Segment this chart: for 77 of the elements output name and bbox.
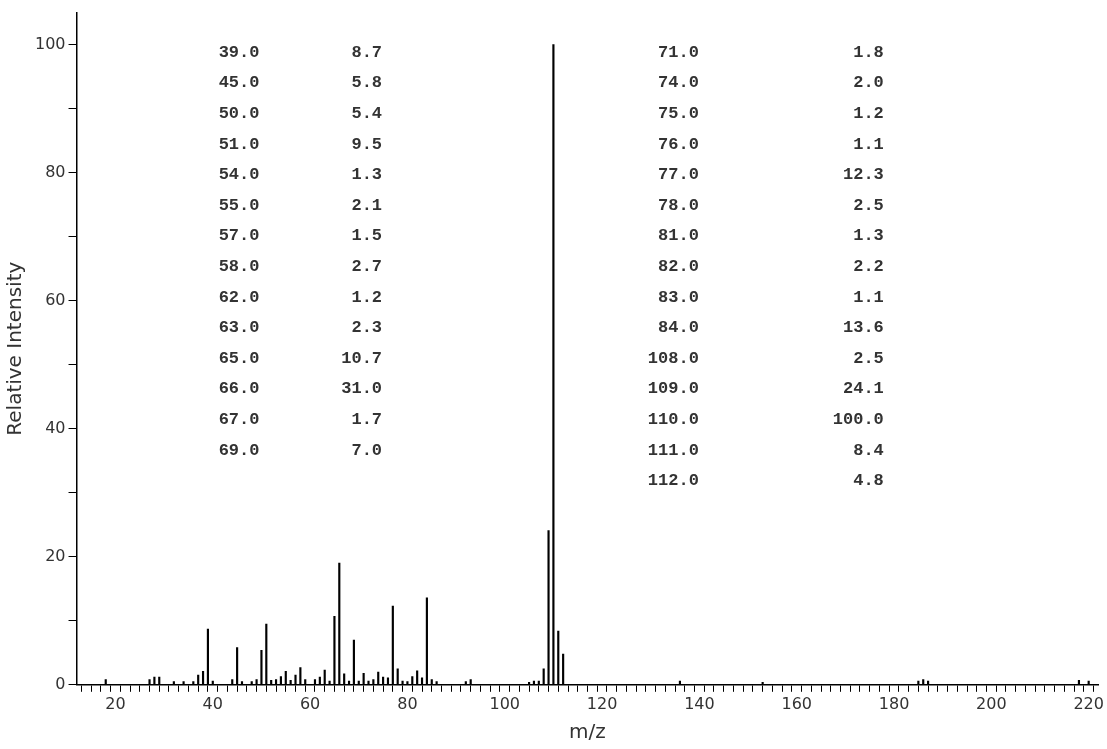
annotation: 57.0: [218, 226, 260, 246]
x-tick-label: 160: [781, 693, 812, 713]
x-axis-title: m/z: [569, 719, 606, 744]
annotation: 5.4: [351, 104, 383, 124]
y-tick-label: 100: [34, 33, 66, 53]
x-tick-label: 40: [202, 693, 223, 713]
y-tick-label: 80: [45, 161, 66, 181]
annotation: 108.0: [647, 348, 699, 368]
annotation: 75.0: [658, 104, 699, 124]
y-tick-label: 60: [45, 289, 66, 309]
annotation: 55.0: [218, 195, 260, 215]
x-tick-label: 100: [489, 693, 521, 713]
annotation: 109.0: [647, 379, 699, 399]
annotation: 39.0: [218, 42, 260, 62]
x-tick-label: 60: [299, 693, 321, 713]
x-tick-label: 200: [976, 693, 1007, 713]
y-tick-label: 0: [55, 673, 66, 693]
annotation: 112.0: [647, 471, 699, 491]
annotation: 7.0: [351, 440, 383, 460]
annotation: 1.7: [351, 410, 383, 430]
annotation: 1.2: [351, 287, 383, 307]
x-tick-label: 180: [878, 693, 910, 713]
annotation: 76.0: [658, 134, 699, 154]
annotation: 8.4: [853, 440, 884, 460]
x-tick-label: 20: [105, 693, 126, 713]
annotation: 110.0: [647, 410, 699, 430]
annotation: 13.6: [843, 318, 884, 338]
x-tick-label: 80: [397, 693, 418, 713]
y-tick-label: 20: [45, 545, 66, 565]
annotation: 62.0: [218, 287, 260, 307]
x-tick-label: 140: [684, 693, 715, 713]
annotation: 74.0: [658, 73, 699, 93]
y-tick-label: 40: [45, 417, 66, 437]
annotation: 2.5: [853, 195, 884, 215]
annotation: 50.0: [218, 104, 260, 124]
annotation: 82.0: [658, 257, 699, 277]
annotation: 78.0: [658, 195, 699, 215]
x-tick-label: 120: [586, 693, 618, 713]
annotation: 65.0: [218, 348, 260, 368]
annotation: 2.7: [351, 257, 383, 277]
annotation: 31.0: [341, 379, 383, 399]
annotation: 12.3: [843, 165, 884, 185]
annotation: 8.7: [351, 42, 383, 62]
annotation: 2.0: [853, 73, 884, 93]
annotation: 63.0: [218, 318, 260, 338]
annotation: 1.8: [853, 42, 884, 62]
annotation: 2.3: [351, 318, 383, 338]
annotation: 111.0: [647, 440, 699, 460]
annotation: 81.0: [658, 226, 699, 246]
annotation: 54.0: [218, 165, 260, 185]
annotation: 51.0: [218, 134, 260, 154]
annotation: 1.3: [853, 226, 884, 246]
annotation: 71.0: [658, 42, 699, 62]
annotation: 77.0: [658, 165, 699, 185]
annotation: 24.1: [843, 379, 884, 399]
annotation: 100.0: [832, 410, 884, 430]
annotation: 69.0: [218, 440, 260, 460]
annotation: 1.3: [351, 165, 383, 185]
annotation: 2.5: [853, 348, 884, 368]
annotation: 9.5: [351, 134, 383, 154]
annotation: 2.1: [351, 195, 383, 215]
annotation: 45.0: [218, 73, 260, 93]
annotation: 1.5: [351, 226, 383, 246]
y-axis-title: Relative Intensity: [2, 261, 27, 436]
annotation: 84.0: [658, 318, 699, 338]
annotation: 1.1: [853, 134, 884, 154]
annotation: 4.8: [853, 471, 884, 491]
annotation: 83.0: [658, 287, 699, 307]
annotation: 66.0: [218, 379, 260, 399]
annotation: 1.1: [853, 287, 884, 307]
annotation: 1.2: [853, 104, 884, 124]
annotation: 2.2: [853, 257, 884, 277]
annotation: 67.0: [218, 410, 260, 430]
x-tick-label: 220: [1073, 693, 1104, 713]
annotation: 5.8: [351, 73, 383, 93]
annotation: 10.7: [341, 348, 383, 368]
annotation: 58.0: [218, 257, 260, 277]
